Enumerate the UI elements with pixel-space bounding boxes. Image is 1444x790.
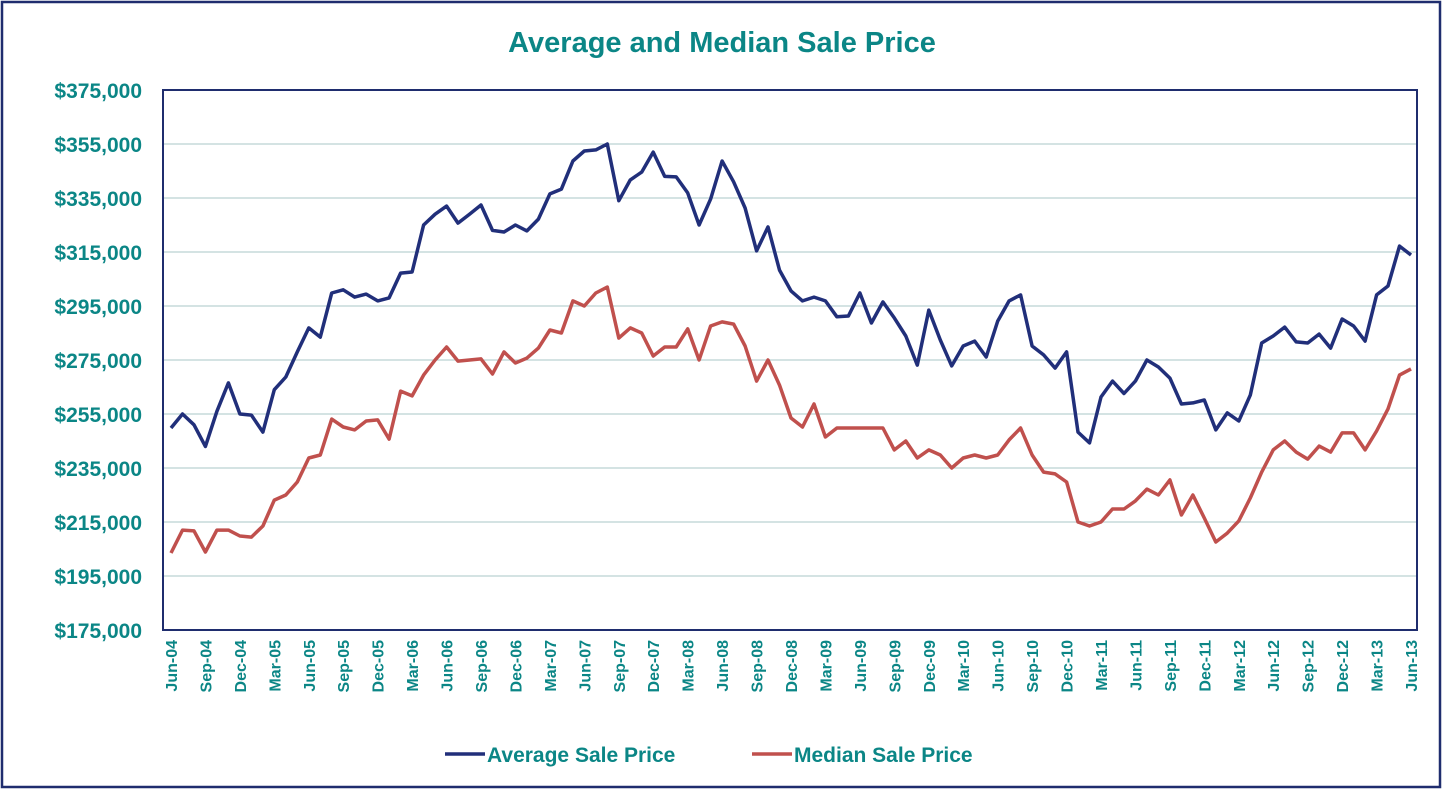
x-tick-label: Sep-09 (887, 640, 904, 693)
x-tick-label: Mar-08 (681, 640, 698, 692)
x-tick-label: Sep-10 (1025, 640, 1042, 693)
x-tick-label: Mar-06 (405, 640, 422, 692)
y-tick-label: $315,000 (54, 242, 142, 265)
x-tick-label: Dec-10 (1060, 640, 1077, 693)
x-tick-label: Mar-07 (543, 640, 560, 692)
series-line (169, 285, 1412, 554)
x-tick-label: Sep-11 (1163, 640, 1180, 692)
x-tick-label: Mar-13 (1370, 640, 1387, 692)
x-tick-label: Jun-09 (853, 640, 870, 692)
x-tick-label: Jun-13 (1404, 640, 1421, 692)
x-tick-label: Sep-06 (474, 640, 491, 693)
y-tick-label: $215,000 (54, 512, 142, 535)
x-tick-label: Sep-08 (750, 640, 767, 693)
x-tick-label: Jun-05 (302, 640, 319, 692)
x-tick-label: Dec-06 (508, 640, 525, 693)
x-tick-label: Dec-05 (371, 640, 388, 693)
y-tick-label: $235,000 (54, 458, 142, 481)
y-tick-label: $295,000 (54, 296, 142, 319)
x-tick-label: Jun-06 (440, 640, 457, 692)
y-tick-label: $195,000 (54, 566, 142, 589)
y-tick-label: $335,000 (54, 188, 142, 211)
x-tick-label: Jun-11 (1128, 640, 1145, 691)
y-tick-label: $355,000 (54, 134, 142, 157)
x-tick-label: Jun-04 (164, 640, 181, 692)
x-tick-label: Jun-07 (577, 640, 594, 692)
y-tick-label: $175,000 (54, 620, 142, 643)
x-tick-label: Dec-12 (1335, 640, 1352, 693)
x-tick-label: Jun-10 (991, 640, 1008, 692)
x-tick-label: Mar-09 (818, 640, 835, 692)
x-tick-label: Mar-11 (1094, 640, 1111, 691)
y-tick-label: $255,000 (54, 404, 142, 427)
x-tick-label: Sep-05 (336, 640, 353, 693)
x-tick-label: Mar-12 (1232, 640, 1249, 692)
x-tick-label: Jun-12 (1266, 640, 1283, 692)
x-tick-label: Dec-07 (646, 640, 663, 693)
x-tick-label: Jun-08 (715, 640, 732, 692)
y-tick-label: $275,000 (54, 350, 142, 373)
plot-frame (162, 89, 1418, 631)
x-tick-label: Sep-12 (1301, 640, 1318, 693)
chart-title: Average and Median Sale Price (508, 27, 936, 59)
legend-label: Median Sale Price (794, 744, 973, 767)
x-tick-label: Mar-05 (267, 640, 284, 692)
x-tick-label: Dec-04 (233, 640, 250, 693)
x-tick-label: Sep-04 (198, 640, 215, 693)
x-tick-label: Sep-07 (612, 640, 629, 693)
series-line (169, 142, 1413, 449)
x-tick-label: Dec-09 (922, 640, 939, 693)
y-tick-label: $375,000 (54, 80, 142, 103)
x-tick-label: Dec-08 (784, 640, 801, 693)
x-tick-label: Mar-10 (956, 640, 973, 692)
legend-label: Average Sale Price (487, 744, 675, 767)
x-tick-label: Dec-11 (1197, 640, 1214, 692)
